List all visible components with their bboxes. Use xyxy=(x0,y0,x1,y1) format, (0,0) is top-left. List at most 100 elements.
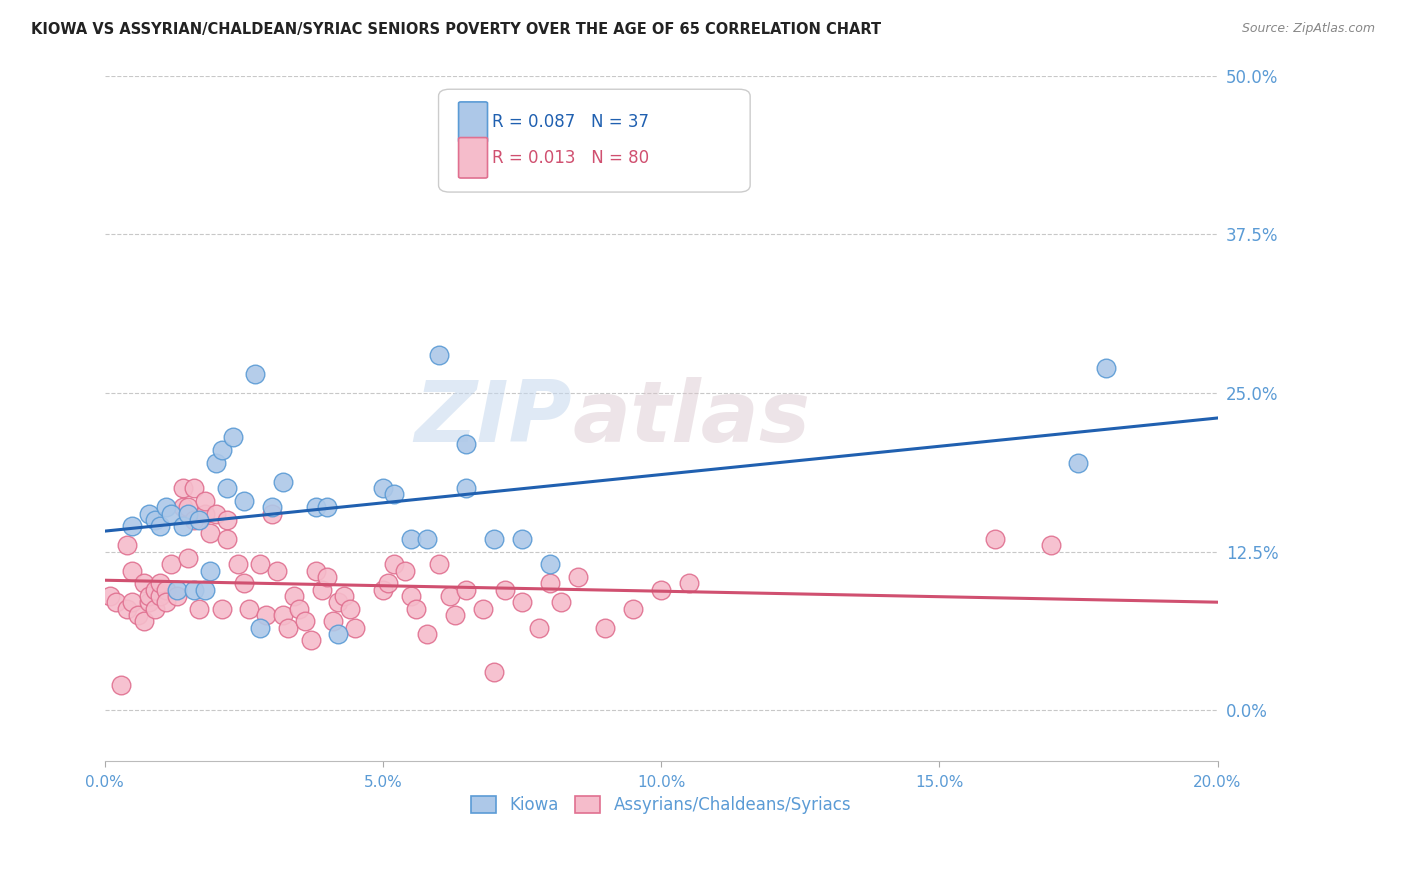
Point xyxy=(595,621,617,635)
Point xyxy=(294,615,316,629)
Point xyxy=(456,582,478,597)
Point xyxy=(243,367,266,381)
Point xyxy=(249,621,271,635)
Point xyxy=(567,570,589,584)
Point xyxy=(166,582,188,597)
Point xyxy=(121,595,143,609)
Point xyxy=(377,576,399,591)
Point xyxy=(427,348,450,362)
Point xyxy=(1067,456,1090,470)
Point xyxy=(177,507,200,521)
Point xyxy=(149,589,172,603)
Point xyxy=(205,456,228,470)
Point xyxy=(254,608,277,623)
Point xyxy=(138,507,160,521)
Point xyxy=(271,608,294,623)
Point xyxy=(439,589,461,603)
Point xyxy=(194,493,217,508)
Point xyxy=(305,564,328,578)
FancyBboxPatch shape xyxy=(458,102,488,143)
Point xyxy=(211,443,233,458)
Point xyxy=(172,500,194,515)
Point xyxy=(155,500,177,515)
Point xyxy=(115,538,138,552)
Point xyxy=(311,582,333,597)
Point xyxy=(456,481,478,495)
Point xyxy=(371,582,394,597)
Point xyxy=(194,582,217,597)
Point xyxy=(132,576,155,591)
Point xyxy=(205,507,228,521)
Point xyxy=(172,519,194,533)
Point xyxy=(322,615,344,629)
Point xyxy=(288,601,311,615)
Point xyxy=(121,519,143,533)
Point xyxy=(211,601,233,615)
Point xyxy=(149,576,172,591)
Point xyxy=(166,589,188,603)
Point xyxy=(115,601,138,615)
Point xyxy=(110,678,132,692)
Point xyxy=(416,532,439,546)
Text: Source: ZipAtlas.com: Source: ZipAtlas.com xyxy=(1241,22,1375,36)
Point xyxy=(316,500,339,515)
Point xyxy=(482,532,505,546)
Point xyxy=(650,582,672,597)
Point xyxy=(183,513,205,527)
Point xyxy=(177,500,200,515)
Point xyxy=(183,481,205,495)
Point xyxy=(172,481,194,495)
Point xyxy=(472,601,495,615)
Point xyxy=(143,513,166,527)
Point xyxy=(143,582,166,597)
Point xyxy=(444,608,467,623)
Point xyxy=(194,507,217,521)
Point xyxy=(283,589,305,603)
Point xyxy=(138,589,160,603)
Point xyxy=(333,589,356,603)
Text: R = 0.013   N = 80: R = 0.013 N = 80 xyxy=(492,149,650,167)
Point xyxy=(371,481,394,495)
Point xyxy=(226,558,249,572)
Point xyxy=(271,475,294,489)
Point xyxy=(339,601,361,615)
Point xyxy=(143,601,166,615)
Legend: Kiowa, Assyrians/Chaldeans/Syriacs: Kiowa, Assyrians/Chaldeans/Syriacs xyxy=(471,797,851,814)
Point xyxy=(104,595,127,609)
Point xyxy=(200,564,222,578)
Point xyxy=(427,558,450,572)
Point xyxy=(382,487,405,501)
Point xyxy=(510,595,533,609)
Point xyxy=(232,493,254,508)
Point xyxy=(138,595,160,609)
Point xyxy=(328,595,350,609)
Point xyxy=(188,513,211,527)
Point xyxy=(527,621,550,635)
Point xyxy=(200,525,222,540)
Point xyxy=(98,589,121,603)
Point xyxy=(249,558,271,572)
Point xyxy=(399,532,422,546)
Point xyxy=(482,665,505,680)
Point xyxy=(1039,538,1062,552)
Point xyxy=(266,564,288,578)
Point xyxy=(316,570,339,584)
Point xyxy=(260,500,283,515)
Text: atlas: atlas xyxy=(572,376,810,459)
FancyBboxPatch shape xyxy=(439,89,751,192)
Point xyxy=(121,564,143,578)
Point xyxy=(238,601,260,615)
Point xyxy=(155,595,177,609)
Point xyxy=(217,481,239,495)
Point xyxy=(155,582,177,597)
Text: KIOWA VS ASSYRIAN/CHALDEAN/SYRIAC SENIORS POVERTY OVER THE AGE OF 65 CORRELATION: KIOWA VS ASSYRIAN/CHALDEAN/SYRIAC SENIOR… xyxy=(31,22,882,37)
Point xyxy=(277,621,299,635)
Point xyxy=(510,532,533,546)
Point xyxy=(188,601,211,615)
Text: R = 0.087   N = 37: R = 0.087 N = 37 xyxy=(492,113,650,131)
Point xyxy=(132,615,155,629)
Point xyxy=(299,633,322,648)
Point xyxy=(984,532,1007,546)
Point xyxy=(305,500,328,515)
Point xyxy=(456,436,478,450)
